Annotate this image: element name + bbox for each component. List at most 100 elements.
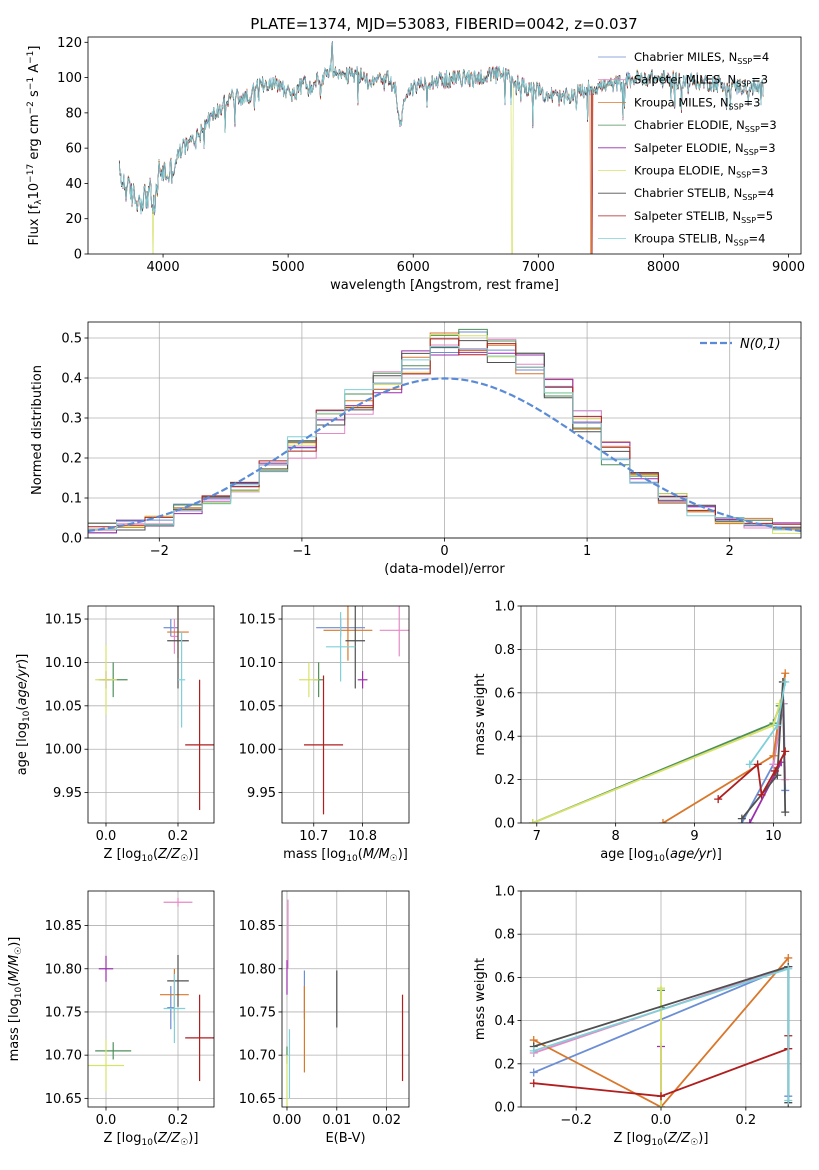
x-axis-label: Z [log10(Z/Z☉)]: [614, 1131, 709, 1148]
plot-area: [529, 953, 793, 1107]
x-axis-label: Z [log10(Z/Z☉)]: [104, 847, 199, 864]
y-tick-label: 0: [74, 248, 82, 263]
age-vs-mass-panel: 10.7 10.8 9.95 10.00 10.05 10.10 10.15 mass [lo…: [239, 605, 410, 864]
y-tick-label: 0.6: [494, 686, 515, 701]
y-tick-label: 10.10: [239, 656, 276, 671]
y-tick-label: 0.2: [61, 452, 82, 467]
y-tick-label: 0.4: [61, 372, 82, 387]
errorbar-chabrier-elodie: [95, 1042, 132, 1060]
legend-label-kroupa-stelib: Kroupa STELIB, NSSP=4: [634, 232, 765, 248]
y-tick-label: 0.8: [494, 643, 515, 658]
histogram-salpeter-stelib: [88, 338, 801, 528]
x-tick-label: 0.0: [96, 829, 117, 844]
errorbar-kroupa-elodie: [299, 662, 319, 698]
x-tick-label: 4000: [147, 260, 180, 275]
errorbar-salpeter-stelib: [185, 679, 214, 810]
errorbar-salpeter-stelib: [303, 675, 344, 815]
weight-marker: [781, 808, 790, 817]
x-axis-label: mass [log10(M/M☉)]: [283, 847, 408, 864]
residuals-panel: −2 −1 0 1 2 0.0 0.1 0.2 0.3 0.4 0.5 (data-model)/er…: [30, 321, 802, 577]
weight-marker: [657, 1092, 665, 1101]
x-tick-label: 0.00: [273, 1113, 302, 1128]
y-tick-label: 10.75: [45, 1005, 82, 1020]
weight-marker: [784, 953, 793, 962]
y-axis-label: Flux [fλ10−17 erg cm−2 s−1 A−1]: [26, 46, 44, 246]
weight-marker: [781, 747, 790, 756]
y-axis-label: Normed distribution: [30, 365, 45, 495]
y-tick-label: 0.0: [61, 532, 82, 547]
y-tick-label: 10.65: [45, 1092, 82, 1107]
legend-label-kroupa-miles: Kroupa MILES, NSSP=3: [634, 95, 760, 111]
y-tick-label: 10.75: [239, 1005, 276, 1020]
y-tick-label: 40: [65, 177, 82, 192]
y-tick-label: 0.2: [494, 1057, 515, 1072]
errorbar-salpeter-miles: [170, 619, 178, 654]
weight-series-salpeter-stelib: [714, 747, 790, 804]
axes-frame: [520, 890, 802, 1108]
weight-marker: [529, 1068, 538, 1077]
legend-label-salpeter-stelib: Salpeter STELIB, NSSP=5: [634, 209, 773, 225]
y-tick-label: 10.15: [45, 613, 82, 628]
y-tick-label: 0.0: [494, 1101, 515, 1116]
plot-area: [118, 40, 764, 254]
weight-marker: [528, 819, 537, 823]
legend-label-salpeter-miles: Salpeter MILES, NSSP=3: [634, 73, 768, 89]
x-tick-label: 1: [583, 544, 591, 559]
y-tick-label: 100: [57, 71, 82, 86]
x-tick-label: 0: [440, 544, 448, 559]
x-tick-label: 0.2: [168, 829, 189, 844]
y-tick-label: 20: [65, 212, 82, 227]
errorbar-kroupa-stelib: [325, 612, 356, 682]
x-tick-label: 10.7: [299, 829, 328, 844]
y-tick-label: 10.05: [45, 699, 82, 714]
x-tick-label: 10: [765, 829, 782, 844]
legend-label-kroupa-elodie: Kroupa ELODIE, NSSP=3: [634, 164, 768, 180]
y-axis-label: mass weight: [473, 958, 488, 1040]
y-tick-label: 10.00: [45, 743, 82, 758]
y-tick-label: 0.0: [494, 817, 515, 832]
weight-marker: [737, 814, 746, 823]
weight-marker: [657, 984, 665, 993]
weight-marker: [757, 790, 766, 799]
figure-title: PLATE=1374, MJD=53083, FIBERID=0042, z=0…: [250, 15, 637, 33]
legend-label-chabrier-miles: Chabrier MILES, NSSP=4: [634, 50, 769, 66]
x-axis-label: E(B-V): [325, 1131, 365, 1146]
spectrum-legend: Chabrier MILES, NSSP=4 Salpeter MILES, NS…: [598, 50, 777, 248]
weight-marker: [769, 760, 778, 769]
gaussian-curve: [88, 377, 801, 533]
axes-frame: [281, 890, 410, 1108]
y-tick-label: 10.65: [239, 1092, 276, 1107]
y-tick-label: 0.4: [494, 1014, 515, 1029]
y-tick-label: 1.0: [494, 600, 515, 615]
axes-frame: [520, 605, 802, 824]
x-tick-label: 0.02: [372, 1113, 401, 1128]
errorbar-chabrier-miles: [163, 619, 178, 637]
plot-area: [88, 328, 801, 534]
weight-marker: [529, 1079, 538, 1088]
x-tick-label: 0.01: [322, 1113, 351, 1128]
y-tick-label: 10.10: [45, 656, 82, 671]
plot-area: [95, 606, 214, 810]
weight-series-kroupa-stelib: [529, 964, 793, 1105]
y-tick-label: 0.3: [61, 412, 82, 427]
errorbar-salpeter-miles: [163, 897, 193, 907]
errorbar-chabrier-stelib: [345, 606, 366, 689]
errorbar-chabrier-miles: [167, 986, 175, 1030]
y-tick-label: 10.85: [239, 919, 276, 934]
weight-vs-metallicity-panel: −0.2 0.0 0.2 0.0 0.2 0.4 0.6 0.8 1.0 Z [log10(Z/Z…: [473, 885, 802, 1148]
y-tick-label: 9.95: [247, 786, 276, 801]
weight-marker: [658, 819, 667, 823]
errorbar-kroupa-elodie: [95, 645, 117, 715]
axes-frame: [87, 36, 802, 255]
x-tick-label: −2: [150, 544, 169, 559]
x-tick-label: 0.2: [736, 1113, 757, 1128]
y-tick-label: 0.5: [61, 332, 82, 347]
y-tick-label: 0.8: [494, 928, 515, 943]
errorbar-kroupa-miles: [323, 606, 373, 661]
y-tick-label: 9.95: [53, 786, 82, 801]
y-tick-label: 120: [57, 36, 82, 51]
errorbar-salpeter-elodie: [98, 955, 114, 982]
x-tick-label: 6000: [397, 260, 430, 275]
plot-area: [299, 606, 409, 815]
